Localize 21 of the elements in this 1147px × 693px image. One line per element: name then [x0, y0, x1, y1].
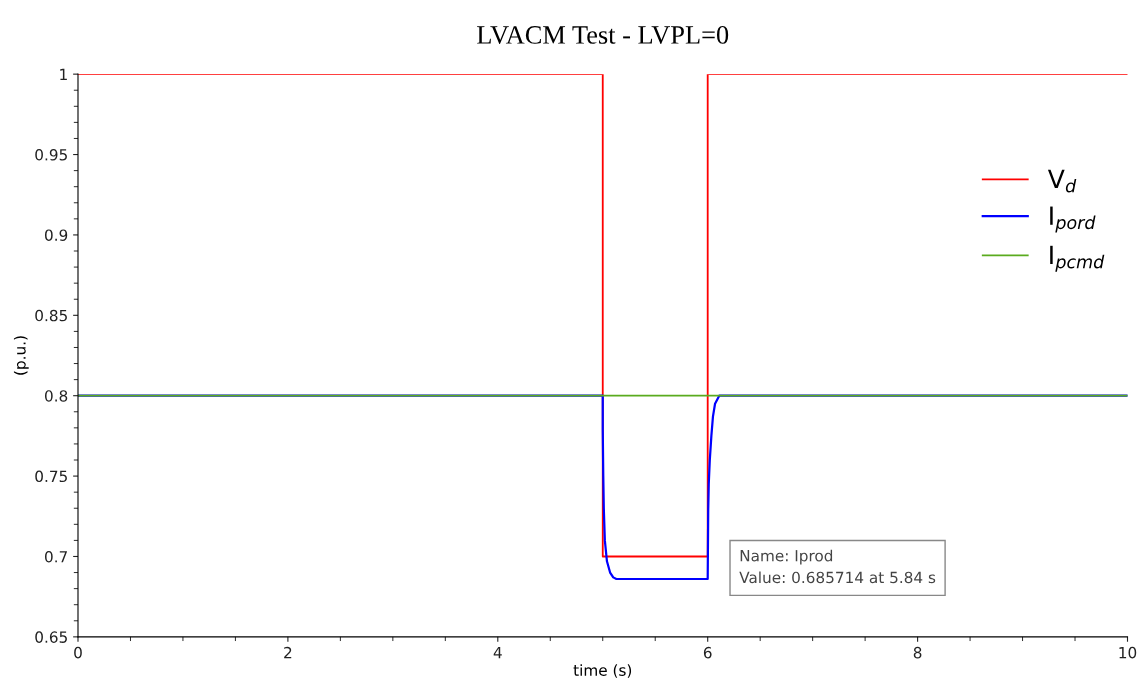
chart-title: LVACM Test - LVPL=0: [477, 26, 729, 44]
y-tick-label: 0.95: [35, 149, 67, 161]
x-axis-title: time (s): [573, 664, 632, 678]
y-axis-title: (p.u.): [13, 336, 29, 375]
y-tick-label: 0.7: [44, 550, 67, 563]
y-tick-label: 0.8: [44, 390, 68, 402]
x-tick-label: 8: [913, 646, 922, 659]
x-tick-label: 6: [703, 646, 712, 659]
x-tick-label: 0: [74, 646, 82, 659]
x-tick-label: 2: [284, 646, 292, 659]
annotation: Name: Iprod Value: 0.685714 at 5.84 s: [739, 549, 936, 584]
legend-label: I$_{pcmd}$: [1050, 245, 1105, 272]
x-tick-label: 4: [493, 647, 502, 659]
y-tick-label: 0.85: [35, 309, 67, 322]
legend-label: V$_{d}$: [1047, 169, 1077, 193]
y-tick-label: 0.65: [35, 631, 67, 643]
y-tick-label: 0.75: [35, 470, 67, 483]
y-tick-label: 1: [60, 68, 67, 80]
x-tick-label: 10: [1119, 646, 1137, 659]
legend-label: I$_{pord}$: [1050, 206, 1096, 233]
y-tick-label: 0.9: [44, 229, 68, 241]
